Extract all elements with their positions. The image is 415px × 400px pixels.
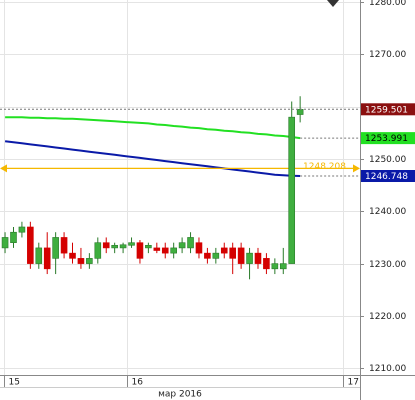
candle-body [279, 263, 287, 270]
price-label-box [361, 132, 415, 145]
candle-body [119, 244, 127, 249]
candle-body [86, 258, 93, 264]
candle-body [94, 242, 102, 259]
y-tick-label: 1270.00 [369, 50, 406, 60]
x-tick-label: 17 [348, 378, 359, 388]
candle-body [246, 252, 253, 264]
candle-body [296, 109, 304, 115]
y-tick-label: 1230.00 [369, 260, 406, 270]
grid [0, 0, 360, 375]
candle-body [111, 244, 118, 249]
candle-body [263, 258, 270, 270]
candle-body [187, 237, 194, 249]
candle-body [52, 237, 59, 259]
moving-average [4, 140, 301, 177]
candle-body [229, 247, 236, 259]
level-arrow [353, 164, 360, 173]
candle-body [288, 116, 296, 264]
candle-body [102, 242, 110, 249]
candle-body [271, 263, 279, 270]
menu-arrow[interactable] [327, 0, 339, 7]
candle-body [212, 252, 220, 259]
price-label-box [361, 103, 415, 116]
x-axis-title: мар 2016 [158, 390, 202, 400]
price-label: 1259.501 [365, 105, 408, 115]
candle-body [145, 244, 152, 249]
candle-body [178, 242, 186, 249]
candle-body [254, 252, 262, 264]
candle-body [170, 247, 177, 254]
x-tick-label: 16 [132, 378, 144, 388]
level-arrow [0, 164, 7, 173]
price-label-box [361, 170, 415, 183]
y-tick-label: 1210.00 [369, 364, 406, 374]
candle-body [43, 247, 51, 270]
y-tick-label: 1240.00 [369, 207, 406, 217]
moving-average [5, 116, 301, 140]
candle-body [128, 242, 135, 246]
candle-body [220, 247, 228, 254]
candle-body [60, 237, 68, 254]
price-label: 1246.748 [365, 172, 408, 182]
candle-body [69, 252, 76, 259]
candle-body [195, 242, 203, 254]
candle-body [77, 258, 85, 264]
candle-body [10, 231, 17, 243]
candle-body [35, 247, 43, 264]
candle-body [136, 242, 144, 259]
y-tick-label: 1220.00 [369, 312, 406, 322]
y-tick-label: 1250.00 [369, 155, 406, 165]
price-label: 1253.991 [365, 134, 408, 144]
x-tick-label: 15 [9, 378, 20, 388]
candle-body [27, 226, 34, 264]
y-tick-label: 1280.00 [369, 0, 406, 8]
candle-body [1, 237, 9, 249]
level-label: 1248.208 [303, 162, 346, 172]
candle-body [237, 247, 245, 264]
candle-body [161, 247, 169, 254]
candle-body [204, 252, 211, 259]
candle-body [18, 226, 26, 233]
candle-body [153, 247, 161, 251]
